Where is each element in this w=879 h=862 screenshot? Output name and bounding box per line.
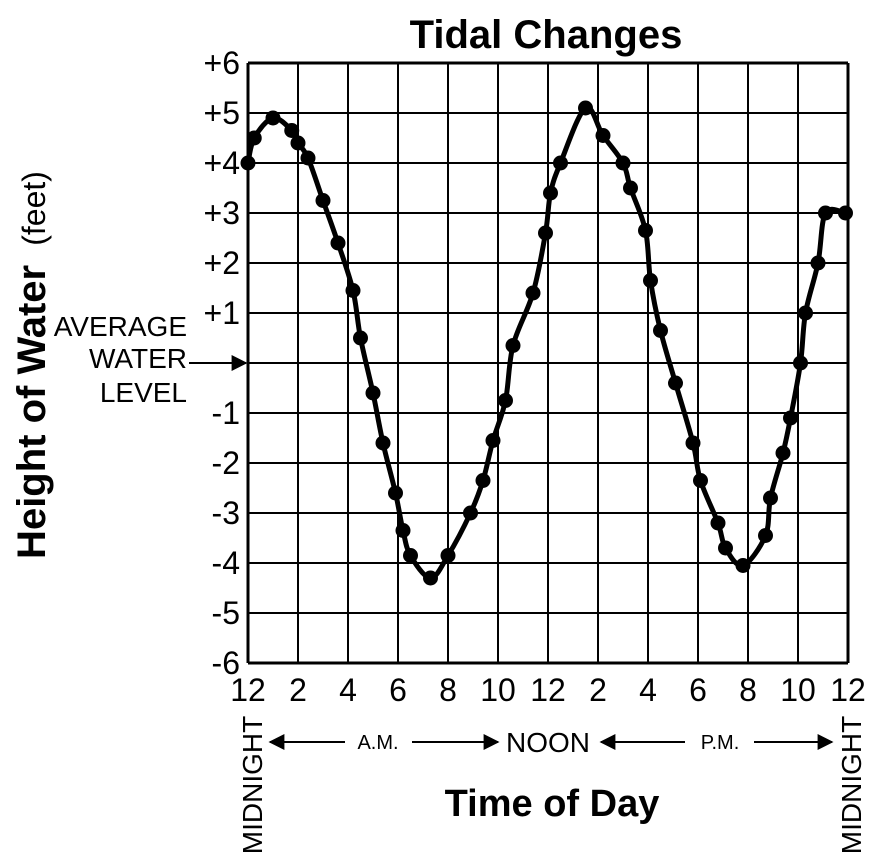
data-point — [775, 445, 791, 461]
data-point — [240, 155, 256, 171]
data-point — [543, 185, 558, 201]
data-point — [388, 485, 403, 501]
data-point — [578, 100, 593, 116]
data-point — [505, 338, 521, 353]
average-label-line1: AVERAGE — [54, 311, 187, 342]
chart-title: Tidal Changes — [410, 13, 683, 57]
data-point — [395, 523, 411, 538]
data-point — [623, 180, 638, 196]
data-point — [475, 473, 491, 488]
y-tick-label: +2 — [204, 245, 240, 281]
data-point — [653, 323, 668, 338]
noon-label: NOON — [506, 727, 590, 758]
data-point — [638, 223, 653, 238]
x-tick-label: 2 — [589, 672, 607, 708]
x-tick-label: 8 — [739, 672, 757, 708]
pm-label: P.M. — [701, 732, 740, 754]
data-point — [668, 375, 683, 391]
data-point — [615, 155, 631, 171]
data-point — [423, 570, 438, 586]
average-label-line3: LEVEL — [100, 377, 187, 408]
tide-data-points — [240, 100, 853, 586]
data-point — [735, 558, 751, 573]
data-point — [525, 285, 541, 301]
x-tick-label: 6 — [689, 672, 707, 708]
data-point — [365, 385, 381, 401]
data-point — [375, 435, 391, 451]
data-point — [290, 135, 306, 151]
data-point — [810, 255, 826, 271]
y-tick-label: -2 — [212, 445, 240, 481]
data-point — [284, 123, 300, 138]
chart-grid — [246, 61, 850, 665]
x-tick-label: 10 — [480, 672, 516, 708]
data-point — [718, 540, 733, 556]
y-axis-label-main: Height of Water — [10, 265, 54, 559]
y-tick-label: +4 — [204, 145, 240, 181]
data-point — [538, 225, 553, 241]
y-tick-label: +6 — [204, 45, 240, 81]
data-point — [463, 505, 478, 521]
y-tick-label: -6 — [212, 645, 240, 681]
data-point — [345, 283, 361, 298]
data-point — [798, 305, 813, 321]
y-tick-label: +1 — [204, 295, 240, 331]
data-point — [246, 130, 262, 146]
data-point — [693, 473, 708, 488]
x-tick-label: 2 — [289, 672, 307, 708]
tide-curve-line — [245, 104, 847, 581]
x-axis-label: Time of Day — [445, 783, 660, 825]
data-point — [330, 235, 346, 251]
data-point — [818, 205, 833, 221]
data-point — [315, 193, 331, 208]
data-point — [353, 330, 368, 346]
x-tick-label: 10 — [780, 672, 816, 708]
y-tick-label: -3 — [212, 495, 240, 531]
x-tick-label: 6 — [389, 672, 407, 708]
data-point — [595, 128, 611, 143]
y-tick-label: -4 — [212, 545, 240, 581]
data-point — [300, 150, 316, 166]
x-tick-label: 4 — [339, 672, 357, 708]
data-point — [498, 393, 513, 408]
x-tick-label: 8 — [439, 672, 457, 708]
data-point — [265, 110, 281, 126]
data-point — [685, 435, 701, 451]
y-axis-label: Height of Water (feet) — [10, 171, 54, 559]
data-point — [763, 490, 778, 506]
y-axis-label-unit: (feet) — [16, 171, 52, 246]
midnight-right-label: MIDNIGHT — [836, 716, 867, 854]
data-point — [710, 515, 726, 531]
data-point — [758, 528, 773, 543]
x-tick-labels: 12 2 4 6 8 10 12 2 4 6 8 10 12 — [230, 672, 866, 708]
data-point — [403, 548, 418, 563]
data-point — [643, 273, 658, 288]
data-point — [838, 205, 853, 221]
y-tick-label: -1 — [212, 395, 240, 431]
average-label-line2: WATER — [89, 343, 187, 374]
x-tick-label: 4 — [639, 672, 657, 708]
midnight-left-label: MIDNIGHT — [237, 716, 268, 854]
data-point — [485, 433, 501, 448]
y-tick-label: +5 — [204, 95, 240, 131]
y-tick-label: +3 — [204, 195, 240, 231]
y-tick-labels: +6 +5 +4 +3 +2 +1 -1 -2 -3 -4 -5 -6 — [204, 45, 240, 681]
x-tick-label: 12 — [230, 672, 266, 708]
data-point — [793, 355, 808, 371]
data-point — [440, 548, 456, 563]
data-point — [783, 410, 798, 426]
am-label: A.M. — [357, 732, 398, 754]
y-tick-label: -5 — [212, 595, 240, 631]
x-tick-label: 12 — [830, 672, 866, 708]
data-point — [553, 155, 568, 171]
x-tick-label: 12 — [530, 672, 566, 708]
